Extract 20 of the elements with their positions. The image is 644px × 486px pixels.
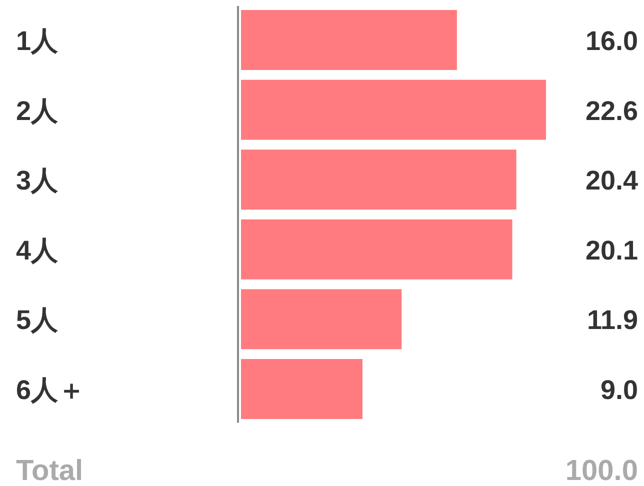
bar bbox=[241, 80, 546, 140]
bar bbox=[241, 10, 457, 70]
data-label: 11.9 bbox=[586, 305, 638, 336]
text: Total bbox=[16, 455, 84, 486]
y-tick-label: 1人 bbox=[16, 26, 60, 56]
bar bbox=[241, 219, 512, 280]
y-tick-label: 3人 bbox=[16, 166, 60, 196]
data-label: 9.0 bbox=[600, 375, 638, 405]
bar bbox=[241, 359, 362, 419]
bar bbox=[241, 289, 402, 350]
data-label: 22.6 bbox=[585, 96, 638, 126]
y-tick-label: 6人＋ bbox=[16, 375, 86, 405]
y-tick-label: 4人 bbox=[16, 235, 60, 266]
y-tick-label: 2人 bbox=[16, 96, 60, 126]
bar bbox=[241, 150, 516, 210]
y-tick-label: 5人 bbox=[16, 305, 60, 336]
data-label: 20.4 bbox=[585, 166, 638, 196]
text: 100.0 bbox=[565, 455, 638, 486]
data-label: 20.1 bbox=[585, 235, 638, 266]
data-label: 16.0 bbox=[585, 26, 638, 56]
